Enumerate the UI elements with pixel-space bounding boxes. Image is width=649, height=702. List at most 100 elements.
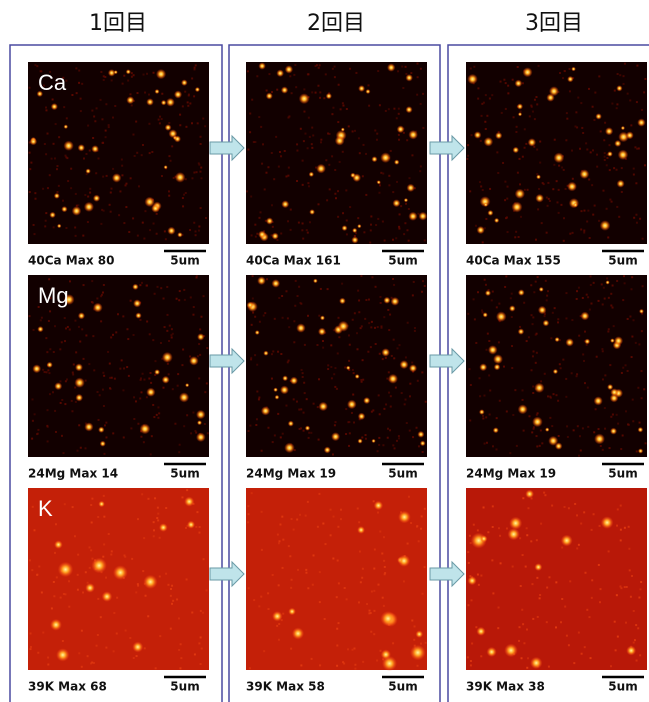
noise [189, 229, 192, 232]
noise [536, 276, 539, 279]
noise [353, 421, 356, 424]
noise [342, 661, 345, 664]
noise [299, 127, 302, 130]
noise [519, 325, 522, 328]
noise [495, 417, 498, 420]
spot [91, 557, 107, 574]
noise [548, 576, 551, 579]
noise [139, 377, 142, 380]
noise [318, 601, 321, 604]
noise [421, 450, 424, 453]
noise [373, 548, 376, 551]
spot [346, 365, 351, 371]
noise [267, 166, 270, 169]
noise [536, 615, 539, 618]
image-panel [246, 488, 427, 671]
noise [142, 73, 145, 76]
noise [373, 633, 376, 636]
noise [555, 626, 558, 629]
spot [146, 98, 154, 106]
noise [530, 105, 533, 108]
noise [100, 320, 103, 323]
noise [523, 146, 526, 149]
noise [91, 557, 94, 560]
noise [116, 596, 119, 599]
noise [502, 161, 505, 164]
noise [386, 436, 389, 439]
noise [342, 212, 345, 215]
noise [496, 151, 499, 154]
noise [624, 621, 627, 624]
noise [130, 427, 133, 430]
spot [616, 179, 625, 188]
noise [191, 77, 194, 80]
spot [483, 202, 488, 207]
noise [305, 398, 308, 401]
spot [534, 563, 543, 572]
noise [288, 115, 291, 118]
noise [467, 561, 470, 564]
spot [133, 299, 142, 308]
spot [271, 279, 281, 288]
noise [312, 554, 315, 557]
noise [396, 180, 399, 183]
noise [392, 277, 395, 280]
noise [533, 145, 536, 148]
spot [63, 140, 74, 151]
noise [156, 506, 159, 509]
spot [92, 194, 101, 202]
noise [533, 291, 536, 294]
noise [294, 304, 297, 307]
noise [345, 189, 348, 192]
noise [468, 534, 471, 537]
noise [486, 114, 489, 117]
noise [412, 280, 415, 283]
spot [197, 333, 205, 341]
spot [408, 129, 418, 140]
noise [521, 155, 524, 158]
noise [326, 288, 329, 291]
noise [301, 372, 304, 375]
noise [187, 104, 190, 107]
noise [100, 295, 103, 298]
noise [388, 391, 391, 394]
noise [282, 538, 285, 541]
noise [415, 525, 418, 528]
noise [66, 325, 69, 328]
noise [467, 154, 470, 157]
scale-bar-label: 5um [608, 254, 637, 268]
spot [161, 351, 173, 363]
noise [337, 622, 340, 625]
noise [619, 504, 622, 507]
noise [296, 180, 299, 183]
noise [534, 238, 537, 241]
noise [531, 110, 534, 113]
noise [31, 569, 34, 572]
noise [186, 489, 189, 492]
noise [484, 128, 487, 131]
spot [63, 124, 69, 129]
noise [76, 588, 79, 591]
noise [48, 174, 51, 177]
noise [518, 626, 521, 629]
noise [329, 508, 332, 511]
noise [626, 369, 629, 372]
noise [301, 229, 304, 232]
noise [532, 392, 535, 395]
noise [318, 314, 321, 317]
noise [200, 315, 203, 318]
spot [494, 217, 500, 224]
spot [185, 383, 190, 388]
noise [392, 191, 395, 194]
noise [634, 341, 637, 344]
noise [133, 396, 136, 399]
noise [596, 165, 599, 168]
spot [186, 520, 196, 529]
noise [370, 590, 373, 593]
noise [598, 524, 601, 527]
noise [306, 314, 309, 317]
noise [592, 513, 595, 516]
spot [85, 168, 91, 174]
noise [627, 423, 630, 426]
noise [343, 586, 346, 589]
